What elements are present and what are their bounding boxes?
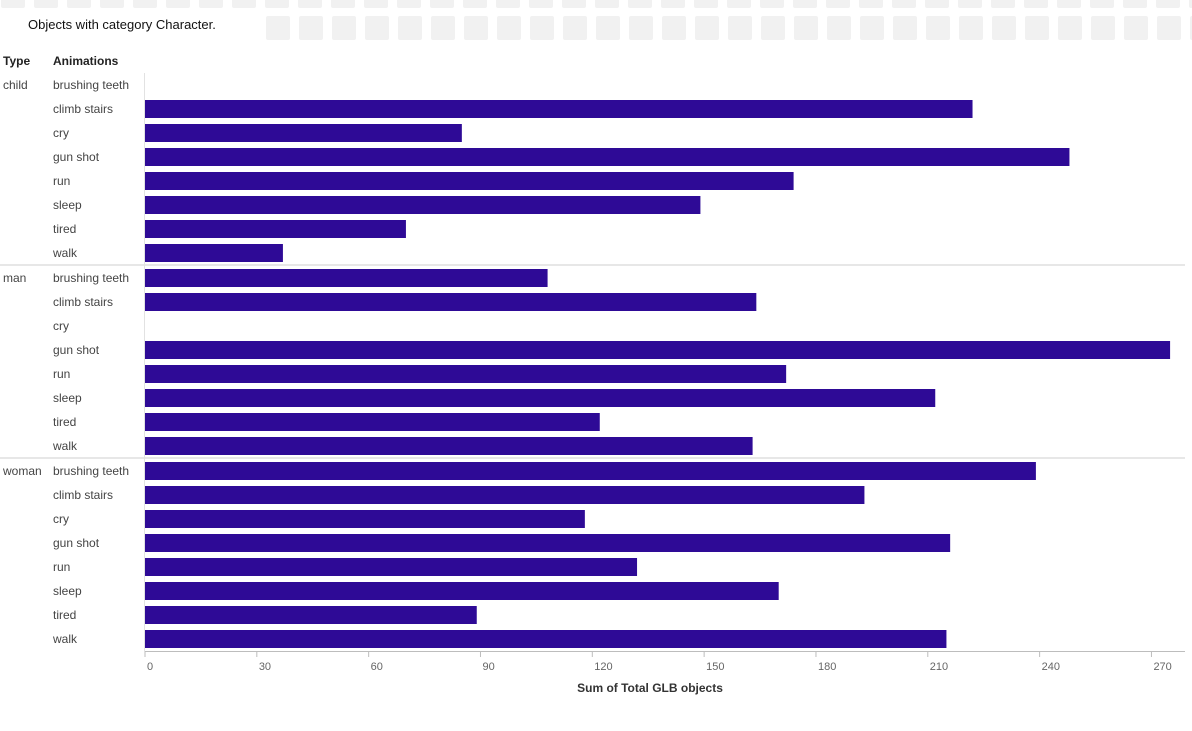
x-tick-label: 240 [1042,661,1060,673]
group-label-man: man [3,271,26,285]
group-label-woman: woman [2,464,42,478]
bar-child-run [145,172,794,190]
bar-woman-walk [145,630,947,648]
category-label: tired [53,222,76,236]
column-header-animations: Animations [53,54,119,68]
category-label: sleep [53,391,82,405]
category-label: gun shot [53,343,100,357]
category-label: gun shot [53,536,100,550]
bar-woman-climb-stairs [145,486,865,504]
category-label: brushing teeth [53,464,129,478]
bar-woman-brushing-teeth [145,462,1036,480]
category-label: cry [53,319,69,333]
category-label: sleep [53,584,82,598]
category-label: cry [53,126,69,140]
category-label: climb stairs [53,488,113,502]
chart-subtitle: Objects with category Character. [28,17,216,32]
bar-man-brushing-teeth [145,269,548,287]
bar-man-climb-stairs [145,293,757,311]
category-label: walk [52,439,78,453]
category-label: run [53,174,70,188]
category-label: climb stairs [53,295,113,309]
category-label: run [53,367,70,381]
x-axis-title: Sum of Total GLB objects [577,681,723,695]
x-tick-label: 60 [371,661,383,673]
x-tick-label: 180 [818,661,836,673]
category-label: climb stairs [53,102,113,116]
category-label: gun shot [53,150,100,164]
bar-man-gun-shot [145,341,1171,359]
bar-man-tired [145,413,600,431]
bar-woman-sleep [145,582,779,600]
x-tick-label: 270 [1153,661,1171,673]
bar-child-gun-shot [145,148,1070,166]
x-tick-label: 120 [594,661,612,673]
x-tick-label: 150 [706,661,724,673]
column-header-type: Type [3,54,30,68]
x-tick-label: 0 [147,661,153,673]
bar-child-climb-stairs [145,100,973,118]
bar-woman-cry [145,510,585,528]
bar-woman-gun-shot [145,534,951,552]
category-label: sleep [53,198,82,212]
bar-man-run [145,365,787,383]
bar-woman-run [145,558,638,576]
x-tick-label: 90 [482,661,494,673]
category-label: tired [53,608,76,622]
x-tick-label: 30 [259,661,271,673]
bar-child-walk [145,244,283,262]
bar-child-cry [145,124,462,142]
bar-man-sleep [145,389,936,407]
category-label: tired [53,415,76,429]
bar-child-tired [145,220,406,238]
bar-child-sleep [145,196,701,214]
bar-man-walk [145,437,753,455]
category-label: walk [52,632,78,646]
x-tick-label: 210 [930,661,948,673]
category-label: brushing teeth [53,78,129,92]
category-label: walk [52,246,78,260]
category-label: run [53,560,70,574]
group-label-child: child [3,78,28,92]
category-label: cry [53,512,69,526]
bar-woman-tired [145,606,477,624]
category-label: brushing teeth [53,271,129,285]
